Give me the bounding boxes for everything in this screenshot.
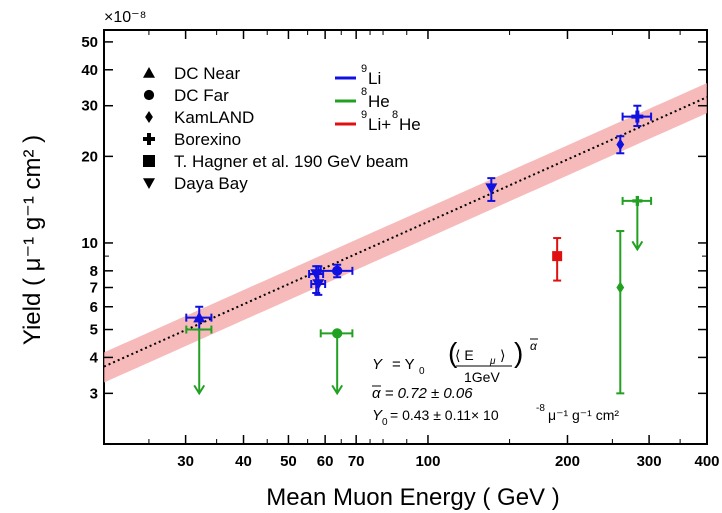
y-tick-label: 4	[90, 349, 99, 366]
y-tick-label: 20	[81, 148, 98, 165]
formula-frac-bottom: 1GeV	[464, 369, 500, 385]
color-legend-sup: 8	[361, 86, 367, 98]
upper-limit-arrow-head	[193, 384, 206, 396]
formula-frac-top: ⟨ E	[455, 347, 474, 363]
formula-rparen: )	[514, 337, 523, 368]
y-tick-label: 3	[90, 385, 98, 402]
fit-formula: Y = Y 0 ( ⟨ E μ ⟩ 1GeV ) α α = 0.72 ± 0.…	[372, 337, 619, 428]
data-point	[621, 104, 653, 128]
x-tick-label: 100	[415, 453, 440, 470]
data-point	[319, 263, 354, 279]
marker-legend-label: DC Far	[174, 86, 229, 105]
formula-eq: = Y	[392, 356, 415, 373]
marker-circle	[332, 328, 343, 339]
color-legend-sup: 8	[392, 109, 398, 121]
data-point	[485, 177, 498, 202]
fit-band	[104, 82, 707, 383]
marker-legend-label: KamLAND	[174, 108, 254, 127]
marker-legend-label: T. Hagner et al. 190 GeV beam	[174, 152, 408, 171]
color-legend: 9 Li8 He9 Li+ 8 He	[335, 63, 421, 134]
marker-circle	[332, 265, 343, 276]
marker-legend-label: Borexino	[174, 130, 241, 149]
data-point	[552, 237, 563, 282]
formula-y0-rest: = 0.43 ± 0.11× 10	[390, 407, 499, 423]
data-points-group	[185, 104, 653, 396]
marker-legend-label: Daya Bay	[174, 174, 248, 193]
color-legend-label: He	[368, 92, 390, 111]
formula-lparen: (	[448, 337, 458, 368]
data-point	[185, 325, 213, 396]
formula-y0-units: μ⁻¹ g⁻¹ cm²	[548, 407, 619, 423]
x-axis-label: Mean Muon Energy ( GeV )	[266, 484, 559, 511]
formula-y0-Y: Y	[372, 407, 383, 424]
color-legend-label: He	[399, 115, 421, 134]
x-tick-label: 400	[694, 453, 719, 470]
marker-plus	[631, 110, 644, 123]
marker-triangle-down	[485, 183, 498, 195]
y-tick-label: 7	[90, 280, 98, 297]
data-point	[621, 195, 653, 252]
marker-legend: DC Near DC Far KamLAND Borexino T. Hagner et…	[143, 64, 408, 193]
marker-plus	[632, 195, 643, 206]
formula-frac-top-sub: μ	[489, 356, 496, 367]
x-tick-label: 200	[555, 453, 580, 470]
y-tick-label: 30	[81, 98, 98, 115]
y-tick-label: 8	[90, 263, 98, 280]
data-point	[319, 328, 354, 396]
data-point	[616, 230, 625, 395]
x-tick-label: 50	[280, 453, 297, 470]
marker-triangle-down	[143, 178, 155, 189]
y-tick-label: 5	[90, 322, 98, 339]
formula-alpha-line: α = 0.72 ± 0.06	[372, 385, 473, 402]
marker-triangle-down	[312, 279, 325, 290]
y-tick-label: 10	[81, 235, 98, 252]
marker-diamond	[616, 281, 625, 294]
y-tick-label: 6	[90, 299, 98, 316]
y-tick-label: 40	[81, 62, 98, 79]
marker-plus-v	[635, 195, 640, 206]
color-legend-label: Li	[368, 69, 381, 88]
color-legend-sup: 9	[361, 109, 367, 121]
marker-legend-label: DC Near	[174, 64, 240, 83]
data-point	[185, 305, 213, 331]
marker-triangle-up	[143, 67, 155, 78]
marker-circle	[143, 89, 155, 101]
formula-Y: Y	[372, 356, 383, 373]
formula-frac-top-end: ⟩	[500, 347, 505, 363]
formula-y0-exp: -8	[536, 403, 545, 414]
formula-y0-sub2: 0	[382, 417, 388, 428]
x-tick-label: 30	[177, 453, 194, 470]
marker-plus-v	[147, 133, 151, 145]
plot-frame	[103, 29, 708, 445]
upper-limit-arrow-head	[631, 240, 644, 252]
data-point	[310, 265, 327, 296]
marker-triangle-up	[193, 311, 206, 323]
data-point	[616, 135, 625, 155]
formula-y0-sub: 0	[419, 366, 425, 377]
formula-exp: α	[530, 339, 538, 353]
color-legend-sup: 9	[361, 63, 367, 75]
marker-diamond	[145, 111, 153, 123]
y-tick-label: 50	[81, 34, 98, 51]
marker-square	[552, 251, 563, 262]
marker-plus-v	[635, 110, 640, 123]
y-multiplier-label: ×10⁻⁸	[104, 9, 146, 26]
y-axis-label: Yield ( μ⁻¹ g⁻¹ cm² )	[19, 135, 46, 345]
fit-band-group	[104, 82, 707, 383]
marker-square	[143, 155, 155, 167]
x-tick-label: 300	[637, 453, 662, 470]
x-tick-label: 70	[348, 453, 365, 470]
x-tick-label: 40	[235, 453, 252, 470]
x-tick-label: 60	[317, 453, 334, 470]
marker-plus	[143, 133, 155, 145]
color-legend-label: Li+	[368, 115, 391, 134]
upper-limit-arrow-head	[331, 384, 344, 396]
marker-diamond	[616, 138, 625, 151]
